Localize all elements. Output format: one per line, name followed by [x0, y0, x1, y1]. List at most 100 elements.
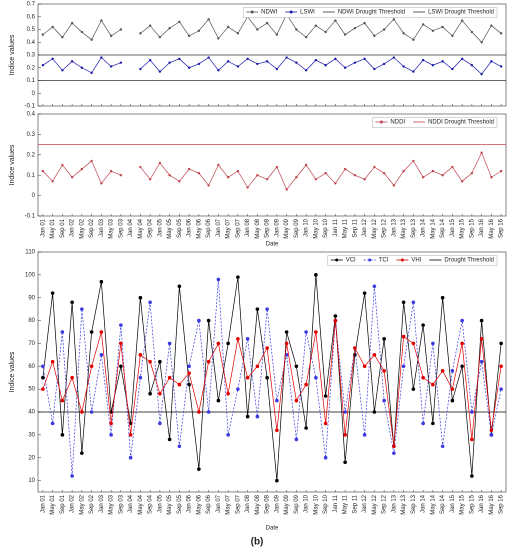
- data-point: [401, 334, 406, 339]
- x-tick-label: Sep 08: [265, 494, 271, 514]
- x-tick-label: Sep 03: [118, 494, 124, 514]
- data-point: [197, 410, 201, 414]
- y-tick-label: 0.1: [27, 173, 36, 179]
- data-point: [431, 63, 435, 67]
- data-point: [480, 72, 483, 76]
- data-point: [216, 398, 221, 403]
- x-axis-label: Date: [266, 526, 279, 532]
- y-tick-label: 0.5: [27, 27, 36, 33]
- data-point: [255, 307, 260, 311]
- data-point: [450, 369, 455, 373]
- data-point: [363, 57, 366, 61]
- x-tick-label: May 11: [343, 494, 349, 514]
- data-point: [353, 346, 357, 350]
- data-point: [294, 364, 299, 369]
- series-line: [42, 274, 502, 481]
- x-tick-label: May 09: [284, 218, 290, 238]
- data-point: [353, 174, 357, 177]
- legend-label: NDWI: [261, 10, 277, 16]
- data-point: [41, 387, 45, 391]
- data-point: [294, 398, 299, 403]
- data-point: [295, 176, 298, 179]
- x-tick-label: Jan 12: [362, 494, 368, 513]
- y-axis-label: Indice values: [9, 144, 16, 185]
- series-line: [42, 19, 122, 41]
- data-point: [197, 318, 201, 323]
- x-tick-label: Jan 01: [40, 218, 46, 237]
- data-point: [70, 300, 74, 305]
- x-tick-label: Jan 01: [40, 494, 46, 513]
- x-tick-label: May 12: [372, 218, 378, 238]
- data-point: [362, 291, 367, 295]
- data-point: [499, 65, 503, 68]
- y-tick-label: 0.1: [27, 78, 36, 84]
- data-point: [187, 371, 191, 375]
- x-tick-label: Jan 11: [333, 494, 339, 512]
- y-tick-label: 0.6: [27, 14, 36, 20]
- data-point: [460, 364, 464, 369]
- data-point: [128, 433, 133, 437]
- plot-area: [37, 113, 507, 217]
- data-point: [245, 414, 250, 419]
- data-point: [499, 364, 503, 369]
- data-point: [90, 38, 93, 41]
- data-point: [402, 32, 405, 35]
- x-tick-label: Sep 13: [411, 494, 417, 514]
- data-point: [490, 24, 493, 27]
- data-point: [499, 387, 503, 391]
- y-tick-label: 0.4: [27, 112, 36, 118]
- data-point: [236, 337, 240, 341]
- legend: NDWI LSWI NDWI Drought Threshold LSWI Droug…: [246, 10, 494, 16]
- data-point: [314, 273, 318, 277]
- y-tick-label: 40: [28, 410, 35, 416]
- x-tick-label: Jan 06: [187, 494, 193, 513]
- data-point: [392, 18, 396, 21]
- plot-area: [37, 251, 507, 493]
- data-point: [61, 69, 64, 72]
- data-point: [334, 19, 337, 22]
- data-point: [470, 63, 474, 67]
- data-point: [138, 295, 143, 300]
- data-point: [177, 444, 182, 449]
- x-tick-label: May 14: [430, 218, 436, 238]
- data-point: [138, 353, 143, 357]
- data-point: [50, 421, 55, 426]
- data-point: [51, 57, 54, 61]
- legend-label: NDDI Drought Threshold: [428, 120, 494, 126]
- data-point: [60, 398, 65, 403]
- data-point: [382, 398, 386, 403]
- data-point: [206, 318, 211, 323]
- x-tick-label: Jan 13: [391, 218, 397, 237]
- data-point: [158, 391, 162, 396]
- data-point: [372, 410, 377, 414]
- data-point: [158, 359, 162, 364]
- y-tick-label: 100: [25, 272, 36, 278]
- x-tick-label: May 03: [109, 218, 115, 238]
- data-point: [216, 341, 221, 346]
- x-tick-label: May 01: [50, 494, 56, 514]
- data-point: [294, 437, 299, 442]
- data-point: [441, 25, 444, 29]
- data-point: [177, 382, 182, 387]
- data-point: [479, 359, 484, 364]
- data-point: [480, 151, 483, 154]
- data-point: [80, 451, 84, 455]
- data-point: [167, 437, 172, 442]
- legend-marker: [368, 258, 372, 262]
- x-tick-label: May 10: [313, 494, 319, 514]
- x-tick-label: May 05: [167, 218, 173, 238]
- data-point: [178, 57, 181, 61]
- x-tick-label: May 02: [79, 494, 85, 514]
- legend-box: [372, 117, 498, 128]
- data-point: [217, 163, 220, 167]
- legend-marker: [289, 10, 293, 14]
- data-point: [100, 56, 103, 59]
- data-point: [499, 32, 503, 35]
- data-point: [362, 364, 367, 369]
- data-point: [148, 359, 152, 364]
- data-point: [275, 478, 279, 483]
- data-point: [275, 398, 279, 403]
- y-tick-label: 0: [32, 91, 36, 97]
- data-point: [80, 66, 84, 69]
- data-point: [295, 28, 298, 31]
